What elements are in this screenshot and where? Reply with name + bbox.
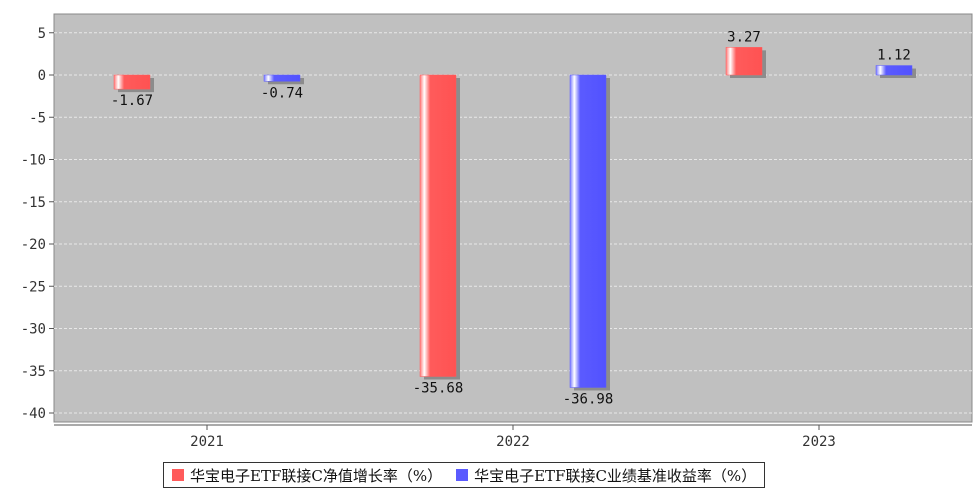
data-label: -35.68 (413, 380, 464, 396)
y-tick-label: -25 (21, 279, 46, 295)
y-tick-label: -30 (21, 322, 46, 338)
legend-swatch-red (172, 469, 184, 481)
bars (113, 47, 916, 391)
bar-benchmark (875, 65, 913, 76)
y-tick-label: 0 (38, 68, 46, 84)
y-tick-label: 5 (38, 26, 46, 42)
x-tick-label: 2022 (496, 434, 530, 450)
data-labels: -1.67 -0.74 -35.68 -36.98 3.27 1.12 (111, 29, 911, 407)
legend-label: 华宝电子ETF联接C净值增长率（%） (190, 466, 443, 485)
y-tick-label: -20 (21, 237, 46, 253)
y-tick-label: -10 (21, 153, 46, 169)
gridlines (54, 32, 972, 414)
legend-swatch-blue (456, 469, 469, 481)
legend-label: 华宝电子ETF联接C业绩基准收益率（%） (474, 466, 757, 485)
y-tick-label: -35 (21, 364, 46, 380)
legend: 华宝电子ETF联接C净值增长率（%） 华宝电子ETF联接C业绩基准收益率（%） (163, 462, 766, 488)
x-tick-label: 2023 (802, 434, 836, 450)
bar-benchmark (263, 74, 301, 82)
plot-area (53, 13, 973, 423)
bar-nav-growth (419, 74, 457, 377)
legend-item-benchmark: 华宝电子ETF联接C业绩基准收益率（%） (456, 465, 756, 486)
y-tick-label: -15 (21, 195, 46, 211)
bar-nav-growth (113, 74, 151, 90)
data-label: -0.74 (261, 85, 303, 101)
y-tick-label: -5 (29, 110, 46, 126)
data-label: -1.67 (111, 93, 153, 109)
y-tick-label: -40 (21, 406, 46, 422)
data-label: -36.98 (563, 391, 614, 407)
x-tick-label: 2021 (190, 434, 224, 450)
data-label: 3.27 (727, 29, 761, 45)
y-axis: 5 0 -5 -10 -15 -20 -25 -30 -35 -40 (21, 26, 54, 422)
bar-benchmark (569, 74, 607, 388)
legend-item-nav-growth: 华宝电子ETF联接C净值增长率（%） (172, 465, 442, 486)
x-axis: 2021 2022 2023 (54, 424, 972, 450)
bar-nav-growth (725, 47, 763, 76)
data-label: 1.12 (877, 48, 911, 64)
